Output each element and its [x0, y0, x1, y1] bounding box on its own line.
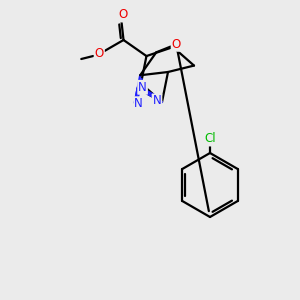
Text: O: O: [94, 47, 104, 61]
Text: O: O: [172, 38, 181, 51]
Text: N: N: [153, 94, 161, 107]
Text: N: N: [134, 97, 143, 110]
Text: N: N: [138, 81, 147, 94]
Text: O: O: [118, 8, 127, 22]
Text: Cl: Cl: [204, 133, 216, 146]
